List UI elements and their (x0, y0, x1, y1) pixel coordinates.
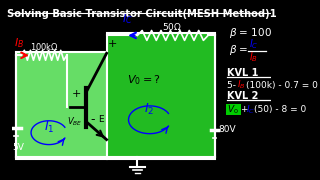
Text: +: + (72, 89, 81, 99)
Text: 80V: 80V (219, 125, 236, 134)
Text: $I_B$: $I_B$ (237, 79, 246, 91)
FancyBboxPatch shape (107, 33, 215, 159)
Text: $I_1$: $I_1$ (44, 120, 54, 135)
Text: $I_B$: $I_B$ (249, 50, 258, 64)
Text: -: - (91, 113, 95, 126)
Text: 5-: 5- (227, 80, 239, 89)
Text: $I_C$: $I_C$ (249, 37, 258, 51)
Text: $V_{BE}$: $V_{BE}$ (67, 116, 83, 128)
Text: $V_0$: $V_0$ (228, 104, 239, 116)
Text: $I_2$: $I_2$ (145, 102, 155, 117)
Text: $\beta$ = 100: $\beta$ = 100 (229, 26, 272, 40)
Text: $\beta$ =: $\beta$ = (229, 43, 249, 57)
Text: $I_C$: $I_C$ (122, 12, 133, 26)
Text: 5V: 5V (12, 143, 24, 152)
Text: $I_C$: $I_C$ (246, 104, 255, 116)
Text: 100k$\Omega$: 100k$\Omega$ (30, 41, 59, 52)
Text: 50$\Omega$: 50$\Omega$ (163, 21, 182, 32)
Text: KVL 2: KVL 2 (227, 91, 258, 101)
Text: Solving Basic Transistor Circuit(MESH Method)1: Solving Basic Transistor Circuit(MESH Me… (7, 9, 276, 19)
FancyBboxPatch shape (226, 104, 241, 115)
Text: E: E (98, 115, 104, 124)
FancyBboxPatch shape (16, 52, 107, 159)
Text: +: + (241, 105, 252, 114)
Text: $I_B$: $I_B$ (14, 37, 24, 50)
Text: +: + (108, 39, 117, 49)
Text: KVL 1: KVL 1 (227, 68, 258, 78)
Text: $V_0 = ?$: $V_0 = ?$ (127, 73, 161, 87)
Text: (50) - 8 = 0: (50) - 8 = 0 (254, 105, 307, 114)
Text: (100k) - 0.7 = 0: (100k) - 0.7 = 0 (246, 80, 318, 89)
